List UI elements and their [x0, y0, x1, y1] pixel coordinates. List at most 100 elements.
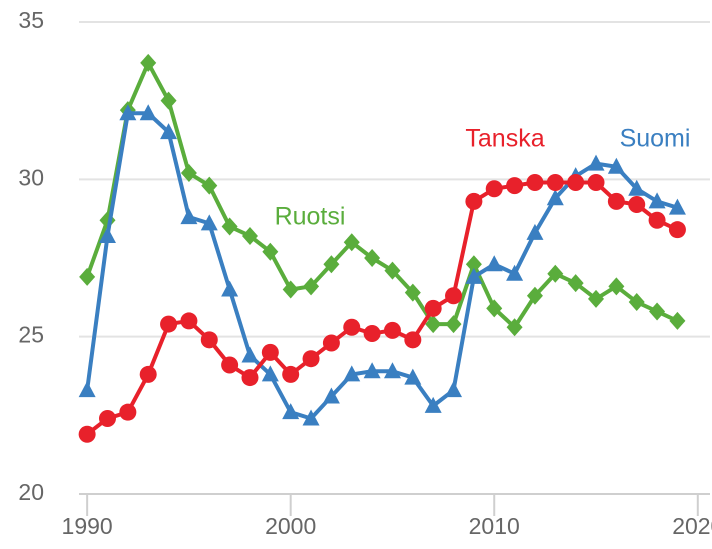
marker	[343, 233, 360, 252]
marker	[485, 180, 503, 198]
marker	[201, 176, 218, 195]
marker	[200, 331, 218, 349]
marker	[668, 221, 686, 239]
marker	[383, 321, 401, 339]
marker	[526, 173, 544, 191]
y-tick-label: 35	[18, 7, 44, 33]
marker	[506, 264, 524, 281]
marker	[465, 267, 483, 284]
marker	[628, 196, 646, 214]
marker	[78, 425, 96, 443]
marker	[160, 91, 177, 110]
marker	[282, 280, 299, 299]
marker	[140, 53, 157, 72]
marker	[384, 261, 401, 280]
marker	[648, 192, 666, 209]
marker	[180, 312, 198, 330]
marker	[608, 277, 625, 296]
marker	[160, 315, 178, 333]
marker	[424, 396, 442, 413]
series-label: Suomi	[620, 125, 691, 153]
marker	[98, 226, 116, 243]
marker	[445, 287, 463, 305]
marker	[139, 104, 157, 121]
marker	[506, 177, 524, 195]
marker	[200, 214, 218, 231]
marker	[241, 226, 258, 245]
x-tick-label: 2010	[469, 513, 520, 539]
marker	[567, 173, 585, 191]
marker	[445, 315, 462, 334]
marker	[98, 409, 116, 427]
marker	[465, 255, 482, 274]
marker	[383, 362, 401, 379]
marker	[323, 255, 340, 274]
marker	[79, 267, 96, 286]
marker	[221, 356, 239, 374]
series-label: Tanska	[465, 125, 544, 153]
marker	[343, 318, 361, 336]
marker	[587, 154, 605, 171]
marker	[526, 223, 544, 240]
marker	[221, 280, 239, 297]
marker	[607, 157, 625, 174]
marker	[567, 274, 584, 293]
marker	[221, 217, 238, 236]
marker	[546, 189, 564, 206]
marker	[607, 192, 625, 210]
marker	[425, 315, 442, 334]
marker	[546, 173, 564, 191]
marker	[302, 350, 320, 368]
marker	[424, 299, 442, 317]
marker	[241, 369, 259, 387]
series-line	[85, 60, 679, 330]
marker	[322, 334, 340, 352]
series-label: Ruotsi	[275, 203, 346, 231]
y-tick-label: 30	[18, 164, 44, 190]
marker	[669, 311, 686, 330]
marker	[404, 368, 422, 385]
marker	[78, 381, 96, 398]
marker	[404, 283, 421, 302]
marker	[587, 173, 605, 191]
marker	[363, 325, 381, 343]
marker	[241, 346, 259, 363]
marker	[180, 164, 197, 183]
marker	[404, 331, 422, 349]
marker	[261, 365, 279, 382]
marker	[648, 211, 666, 229]
marker	[322, 387, 340, 404]
marker	[649, 302, 666, 321]
marker	[262, 242, 279, 261]
marker	[628, 293, 645, 312]
x-tick-label: 2000	[265, 513, 316, 539]
marker	[180, 208, 198, 225]
marker	[261, 343, 279, 361]
marker	[486, 299, 503, 318]
x-tick-label: 1990	[62, 513, 113, 539]
marker	[547, 264, 564, 283]
marker	[119, 403, 137, 421]
marker	[363, 362, 381, 379]
marker	[119, 104, 137, 121]
marker	[282, 403, 300, 420]
marker	[302, 409, 320, 426]
marker	[465, 192, 483, 210]
marker	[364, 249, 381, 267]
marker	[506, 318, 523, 337]
marker	[526, 286, 543, 305]
marker	[668, 198, 686, 215]
marker	[343, 365, 361, 382]
marker	[303, 277, 320, 296]
marker	[588, 289, 605, 308]
series-line	[85, 180, 679, 436]
marker	[485, 255, 503, 272]
marker	[139, 365, 157, 383]
marker	[282, 365, 300, 383]
marker	[445, 381, 463, 398]
marker	[628, 179, 646, 196]
x-tick-label: 2020	[672, 513, 712, 539]
y-tick-label: 20	[18, 479, 44, 505]
y-tick-label: 25	[18, 322, 44, 348]
